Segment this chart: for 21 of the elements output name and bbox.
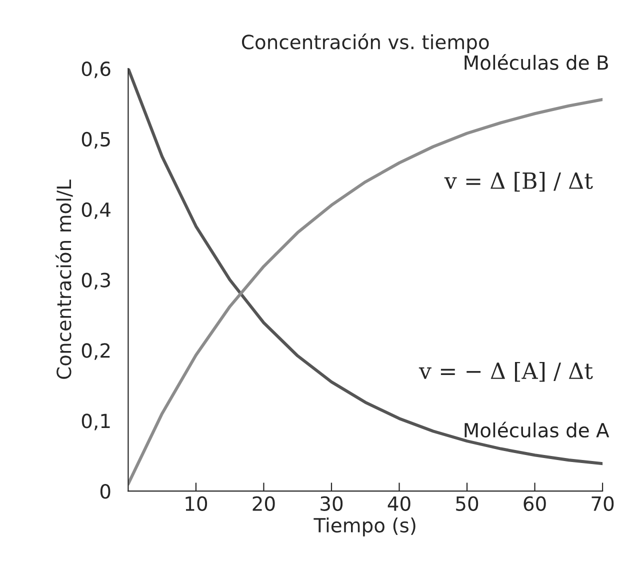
x-tick-label: 30 — [320, 496, 343, 511]
chart-title: Concentración vs. tiempo — [242, 34, 489, 54]
series-label: Moléculas de B — [464, 54, 608, 70]
y-tick-label: 0,5 — [82, 132, 110, 149]
y-axis-title: Concentración mol/L — [55, 180, 73, 379]
x-tick-label: 60 — [524, 496, 546, 511]
series-label: Moléculas de A — [464, 422, 610, 438]
y-tick-label: 0,3 — [82, 272, 110, 290]
y-tick-label: 0 — [100, 484, 110, 499]
y-tick-label: 0,1 — [82, 414, 110, 430]
x-tick-label: 10 — [186, 496, 208, 511]
x-tick-label: 20 — [252, 496, 275, 511]
x-tick-label: 50 — [456, 496, 478, 511]
x-tick-label: 70 — [592, 496, 614, 511]
y-tick-label: 0,6 — [82, 61, 110, 78]
annotation: v = Δ [B] / Δt — [444, 172, 593, 192]
y-tick-label: 0,4 — [82, 202, 110, 220]
x-tick-label: 40 — [388, 496, 410, 511]
annotation: v = − Δ [A] / Δt — [418, 362, 593, 382]
x-axis-title: Tiempo (s) — [314, 518, 416, 536]
y-tick-label: 0,2 — [82, 343, 110, 360]
